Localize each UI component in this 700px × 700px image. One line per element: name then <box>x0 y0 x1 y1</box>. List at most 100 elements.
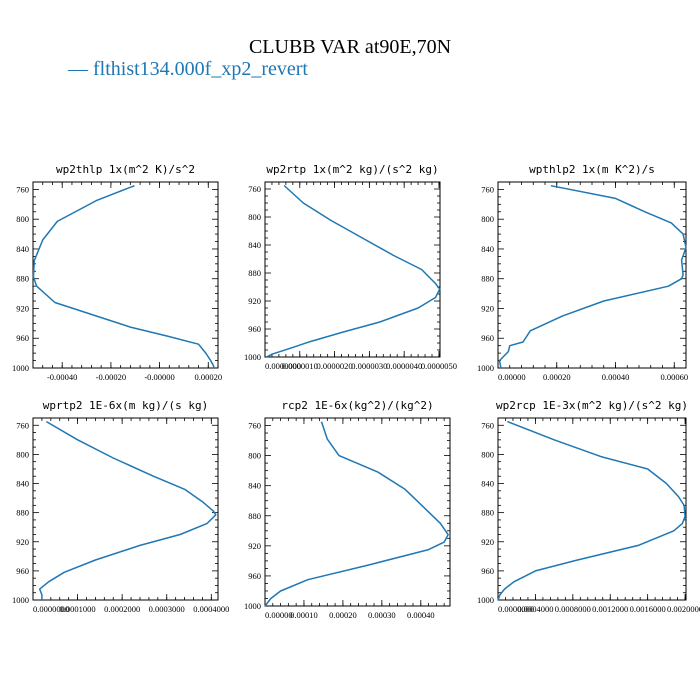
panel-title: wpthlp2 1x(m K^2)/s <box>529 163 655 176</box>
y-tick-label: 1000 <box>244 601 261 611</box>
y-tick-label: 1000 <box>477 363 494 373</box>
panel-title: wprtp2 1E-6x(m kg)/(s kg) <box>43 399 209 412</box>
x-tick-label: 0.00060 <box>660 372 688 382</box>
x-tick-label: 0.0001000 <box>60 604 96 614</box>
plot-frame <box>264 181 441 358</box>
y-tick-label: 800 <box>248 212 261 222</box>
x-tick-label: -0.00000 <box>144 372 174 382</box>
x-tick-label: -0.00040 <box>47 372 77 382</box>
x-tick-label: 0.00010 <box>290 610 318 620</box>
y-tick-label: 920 <box>481 303 494 313</box>
series-line <box>498 184 687 369</box>
y-tick-label: 1000 <box>244 352 261 362</box>
x-tick-label: 0.0008000 <box>555 604 591 614</box>
y-tick-label: 840 <box>481 479 494 489</box>
panel-title: wp2rcp 1E-3x(m^2 kg)/(s^2 kg) <box>496 399 688 412</box>
y-tick-label: 760 <box>248 184 261 194</box>
y-tick-label: 760 <box>481 420 494 430</box>
x-tick-label: 0.0012000 <box>592 604 628 614</box>
panel-4: wprtp2 1E-6x(m kg)/(s kg) 760 800 840 880 920… <box>12 399 229 614</box>
x-tick-label: 0.00020 <box>329 610 357 620</box>
y-tick-label: 1000 <box>12 595 29 605</box>
y-tick-label: 920 <box>248 296 261 306</box>
x-tick-label: 0.00030 <box>368 610 396 620</box>
legend-entry: — flthist134.000f_xp2_revert <box>68 58 308 80</box>
x-tick-label: 0.0000030 <box>351 361 387 371</box>
y-tick-label: 800 <box>481 214 494 224</box>
x-tick-label: 0.0000000 <box>33 604 69 614</box>
y-tick-label: 840 <box>16 479 29 489</box>
x-tick-label: 0.0003000 <box>149 604 185 614</box>
panel-1: wp2thlp 1x(m^2 K)/s^2 760 800 840 880 920 960 1… <box>12 163 222 382</box>
y-tick-label: 880 <box>16 274 29 284</box>
x-tick-label: 0.0000020 <box>317 361 353 371</box>
y-tick-label: 880 <box>248 511 261 521</box>
y-tick-label: 960 <box>16 566 29 576</box>
x-tick-label: 0.0000000 <box>498 604 534 614</box>
y-tick-label: 800 <box>248 451 261 461</box>
y-tick-label: 840 <box>248 481 261 491</box>
series-line <box>497 420 686 601</box>
y-tick-label: 840 <box>248 240 261 250</box>
x-tick-label: 0.0000000 <box>265 361 301 371</box>
x-tick-label: 0.00000 <box>265 610 293 620</box>
plot-frame <box>264 417 451 607</box>
x-tick-label: 0.00020 <box>543 372 571 382</box>
plot-frame <box>497 181 687 369</box>
y-tick-label: 800 <box>16 214 29 224</box>
x-tick-label: 0.0000050 <box>421 361 457 371</box>
y-tick-label: 1000 <box>12 363 29 373</box>
y-tick-label: 880 <box>16 508 29 518</box>
y-tick-label: 920 <box>16 303 29 313</box>
y-tick-label: 960 <box>248 324 261 334</box>
panel-6: wp2rcp 1E-3x(m^2 kg)/(s^2 kg)760 800 840 88… <box>477 399 700 614</box>
y-tick-label: 760 <box>248 421 261 431</box>
panel-title: rcp2 1E-6x(kg^2)/(kg^2) <box>281 399 433 412</box>
plot-frame <box>32 181 219 369</box>
panel-title: wp2thlp 1x(m^2 K)/s^2 <box>56 163 195 176</box>
panel-3: wpthlp2 1x(m K^2)/s 760 800 840 880 920 960 100… <box>477 163 688 382</box>
y-tick-label: 960 <box>248 571 261 581</box>
y-tick-label: 760 <box>16 420 29 430</box>
x-tick-label: 0.0020000 <box>667 604 700 614</box>
y-tick-label: 960 <box>481 566 494 576</box>
y-tick-label: 880 <box>481 274 494 284</box>
x-tick-label: 0.0016000 <box>630 604 666 614</box>
x-tick-label: 0.00040 <box>407 610 435 620</box>
y-tick-label: 960 <box>16 333 29 343</box>
panel-title: wp2rtp 1x(m^2 kg)/(s^2 kg) <box>266 163 438 176</box>
panel-5: rcp2 1E-6x(kg^2)/(kg^2) 760 800 840 880 920 96… <box>244 399 451 620</box>
y-tick-label: 840 <box>481 244 494 254</box>
series-line <box>266 184 441 358</box>
y-tick-label: 880 <box>481 508 494 518</box>
x-tick-label: 0.0000040 <box>386 361 422 371</box>
x-tick-label: 0.0000010 <box>282 361 318 371</box>
panel-2: wp2rtp 1x(m^2 kg)/(s^2 kg) 760 800 840 880 92… <box>244 163 457 371</box>
y-tick-label: 880 <box>248 268 261 278</box>
plot-frame <box>32 417 219 601</box>
y-tick-label: 960 <box>481 333 494 343</box>
series-line <box>32 185 215 369</box>
series-line <box>38 420 217 600</box>
y-tick-label: 920 <box>248 541 261 551</box>
y-tick-label: 920 <box>481 537 494 547</box>
y-tick-label: 800 <box>16 449 29 459</box>
y-tick-label: 760 <box>481 184 494 194</box>
x-tick-label: 0.0004000 <box>517 604 553 614</box>
y-tick-label: 1000 <box>477 595 494 605</box>
x-tick-label: 0.00020 <box>194 372 222 382</box>
y-tick-label: 760 <box>16 184 29 194</box>
x-tick-label: -0.00020 <box>96 372 126 382</box>
figure-title: CLUBB VAR at90E,70N <box>248 36 452 58</box>
y-tick-label: 840 <box>16 244 29 254</box>
x-tick-label: 0.0002000 <box>104 604 140 614</box>
y-tick-label: 920 <box>16 537 29 547</box>
y-tick-label: 800 <box>481 449 494 459</box>
x-tick-label: 0.00000 <box>498 372 526 382</box>
series-line <box>264 421 449 607</box>
x-tick-label: 0.00040 <box>602 372 630 382</box>
plot-frame <box>497 417 687 601</box>
x-tick-label: 0.0004000 <box>193 604 229 614</box>
